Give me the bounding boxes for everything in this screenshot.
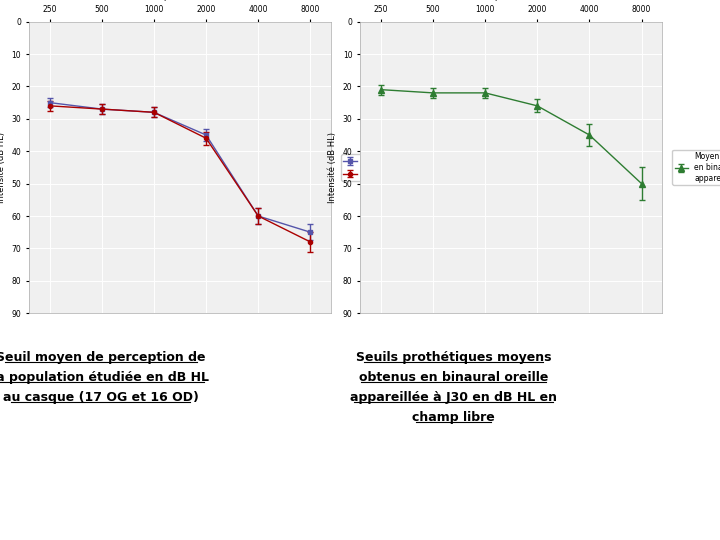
Text: Seuil moyen de perception de: Seuil moyen de perception de (0, 351, 205, 364)
Y-axis label: Intensité (dB HL): Intensité (dB HL) (328, 132, 337, 203)
Text: la population étudiée en dB HL: la population étudiée en dB HL (0, 371, 210, 384)
Legend: Moyenne
en binaural
appareillé: Moyenne en binaural appareillé (672, 150, 720, 185)
X-axis label: Fréquence (Hz): Fréquence (Hz) (480, 0, 543, 2)
Text: champ libre: champ libre (413, 411, 495, 424)
X-axis label: Fréquence (Hz): Fréquence (Hz) (148, 0, 212, 2)
Y-axis label: Intensité (dB HL): Intensité (dB HL) (0, 132, 6, 203)
Text: Seuils prothétiques moyens: Seuils prothétiques moyens (356, 351, 552, 364)
Text: obtenus en binaural oreille: obtenus en binaural oreille (359, 371, 549, 384)
Text: au casque (17 OG et 16 OD): au casque (17 OG et 16 OD) (3, 391, 199, 404)
Legend: Moyenne OD, Moyenne OG: Moyenne OD, Moyenne OG (341, 154, 415, 180)
Text: appareillée à J30 en dB HL en: appareillée à J30 en dB HL en (350, 391, 557, 404)
